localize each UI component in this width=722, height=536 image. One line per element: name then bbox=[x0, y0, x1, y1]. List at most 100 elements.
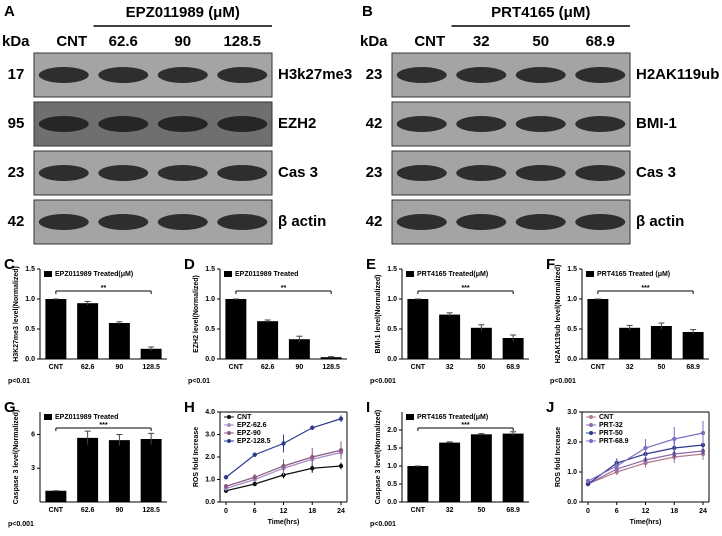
y-tick-label: 1.0 bbox=[205, 296, 215, 303]
panel-letter: C bbox=[4, 256, 15, 273]
sig-label: ** bbox=[281, 285, 287, 292]
point bbox=[585, 478, 591, 484]
y-tick-label: 1.0 bbox=[567, 296, 577, 303]
blot-band bbox=[157, 67, 208, 83]
y-tick-label: 2.0 bbox=[387, 427, 397, 434]
y-tick-label: 0.0 bbox=[567, 356, 577, 363]
p-note: p<0.001 bbox=[8, 521, 34, 528]
y-axis-label: ROS fold Increase bbox=[555, 427, 562, 487]
kda-label: 23 bbox=[366, 66, 383, 83]
legend-label: PRT-32 bbox=[599, 422, 623, 429]
panel-letter: B bbox=[362, 3, 373, 20]
blot-band bbox=[515, 165, 566, 181]
y-tick-label: 0.0 bbox=[387, 499, 397, 506]
legend-label: EPZ-128.5 bbox=[237, 438, 271, 445]
x-axis-label: Time(hrs) bbox=[630, 519, 662, 526]
legend-marker bbox=[227, 415, 231, 419]
panel-letter: H bbox=[184, 399, 195, 416]
legend-label: CNT bbox=[599, 414, 614, 421]
bar bbox=[140, 348, 162, 359]
blot-band bbox=[575, 67, 626, 83]
x-tick-label: 32 bbox=[626, 364, 634, 371]
point bbox=[310, 466, 315, 471]
legend-marker bbox=[589, 423, 593, 427]
legend-marker bbox=[227, 439, 231, 443]
blot-band bbox=[38, 116, 89, 132]
p-note: p<0.001 bbox=[550, 378, 576, 385]
kda-header: kDa bbox=[360, 33, 388, 50]
legend-label: PRT4165 Treated(μM) bbox=[417, 271, 488, 278]
bar bbox=[320, 357, 342, 359]
row-label: H2AK119ub bbox=[636, 66, 719, 83]
y-tick-label: 1.5 bbox=[205, 266, 215, 273]
blot-band bbox=[396, 214, 447, 230]
x-tick-label: CNT bbox=[411, 364, 426, 371]
y-tick-label: 3.0 bbox=[567, 409, 577, 416]
x-tick-label: 90 bbox=[115, 507, 123, 514]
row-label: β actin bbox=[636, 213, 684, 230]
y-tick-label: 1.5 bbox=[387, 445, 397, 452]
x-axis-label: Time(hrs) bbox=[268, 519, 300, 526]
blot-band bbox=[157, 165, 208, 181]
y-tick-label: 4.0 bbox=[205, 409, 215, 416]
panel-letter: D bbox=[184, 256, 195, 273]
lane-label: 50 bbox=[532, 33, 549, 50]
point bbox=[338, 416, 344, 421]
point bbox=[672, 436, 677, 442]
blot-band bbox=[396, 67, 447, 83]
x-tick-label: 128.5 bbox=[322, 364, 340, 371]
blot-band bbox=[38, 67, 89, 83]
bar bbox=[587, 299, 609, 359]
blot-band bbox=[217, 214, 268, 230]
sig-label: *** bbox=[461, 285, 469, 292]
point bbox=[281, 441, 286, 446]
lane-label: 32 bbox=[473, 33, 490, 50]
blot-band bbox=[157, 116, 208, 132]
y-tick-label: 3 bbox=[31, 465, 35, 472]
bar bbox=[257, 321, 279, 359]
panel-letter: I bbox=[366, 399, 370, 416]
blot-band bbox=[38, 165, 89, 181]
y-tick-label: 1.0 bbox=[205, 476, 215, 483]
legend-marker bbox=[589, 431, 593, 435]
row-label: β actin bbox=[278, 213, 326, 230]
legend-swatch bbox=[406, 271, 414, 277]
blot-band bbox=[217, 116, 268, 132]
blot-band bbox=[515, 67, 566, 83]
group-label: EPZ011989 (μM) bbox=[126, 4, 240, 21]
x-tick-label: 12 bbox=[642, 508, 650, 515]
blot-band bbox=[456, 116, 507, 132]
blot-band bbox=[575, 214, 626, 230]
legend-label: EPZ011989 Treated(μM) bbox=[55, 271, 133, 278]
blot-band bbox=[396, 165, 447, 181]
bar bbox=[439, 442, 461, 502]
bar bbox=[108, 323, 130, 359]
legend-label: PRT4165 Treated (μM) bbox=[597, 271, 670, 278]
x-tick-label: CNT bbox=[49, 364, 64, 371]
kda-label: 17 bbox=[8, 66, 25, 83]
lane-label: 62.6 bbox=[109, 33, 138, 50]
point bbox=[338, 463, 344, 469]
bar bbox=[140, 439, 162, 502]
x-tick-label: 68.9 bbox=[686, 364, 700, 371]
bar bbox=[77, 437, 99, 502]
x-tick-label: 90 bbox=[295, 364, 303, 371]
blot-band bbox=[515, 116, 566, 132]
p-note: p<0.01 bbox=[188, 378, 210, 385]
x-tick-label: 62.6 bbox=[81, 507, 95, 514]
legend-label: PRT-68.9 bbox=[599, 438, 629, 445]
lane-label: 128.5 bbox=[223, 33, 261, 50]
x-tick-label: CNT bbox=[411, 507, 426, 514]
legend-label: EPZ011989 Treated bbox=[55, 414, 118, 421]
legend-label: EPZ011989 Treated bbox=[235, 271, 298, 278]
legend-marker bbox=[227, 423, 231, 427]
y-axis-label: Caspase 3 level(Normalized) bbox=[375, 410, 382, 505]
legend-label: EPZ-62.6 bbox=[237, 422, 267, 429]
x-tick-label: 18 bbox=[670, 508, 678, 515]
p-note: p<0.001 bbox=[370, 378, 396, 385]
y-tick-label: 1.5 bbox=[387, 266, 397, 273]
point bbox=[310, 425, 315, 430]
bar bbox=[407, 466, 429, 502]
lane-label: 68.9 bbox=[586, 33, 615, 50]
